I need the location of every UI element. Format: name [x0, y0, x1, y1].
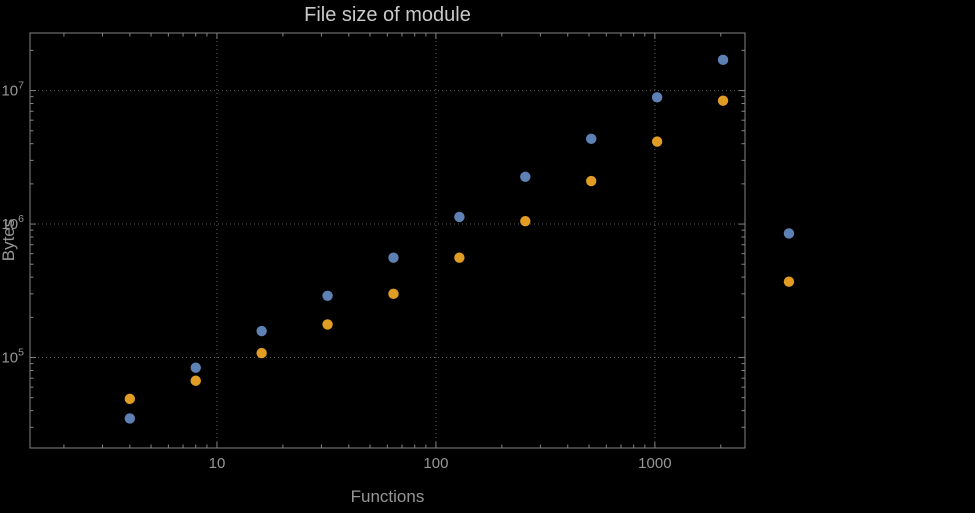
data-point-series-1	[520, 171, 531, 182]
data-point-series-2	[783, 276, 795, 287]
data-point-series-2	[717, 95, 729, 106]
data-point-series-2	[520, 216, 531, 227]
data-point-series-1	[322, 290, 333, 302]
data-point-series-2	[256, 347, 267, 359]
y-tick-label: 105	[1, 347, 24, 367]
y-tick-label: 106	[1, 213, 24, 233]
data-point-series-1	[651, 92, 663, 103]
data-point-series-2	[651, 136, 663, 147]
y-tick-label: 107	[1, 80, 24, 100]
data-point-series-1	[586, 133, 597, 145]
data-point-series-1	[124, 413, 136, 424]
plot-frame	[29, 32, 746, 449]
x-axis-label: Functions	[350, 487, 425, 506]
data-point-series-1	[190, 362, 201, 373]
x-tick-label: 1000	[638, 455, 671, 472]
data-point-series-1	[388, 252, 399, 263]
data-point-series-1	[783, 228, 795, 239]
data-point-series-2	[190, 375, 201, 386]
x-tick-label: 100	[423, 455, 448, 472]
x-tick-label: 10	[209, 455, 226, 472]
data-point-series-2	[454, 252, 465, 263]
data-point-series-1	[717, 54, 729, 66]
data-point-series-1	[454, 211, 465, 223]
data-point-series-2	[322, 319, 333, 330]
data-point-series-2	[586, 175, 597, 187]
chart-title: File size of module	[304, 4, 471, 26]
y-axis-label: Bytes	[0, 218, 18, 262]
data-point-series-2	[388, 288, 399, 300]
data-point-series-2	[124, 393, 136, 405]
data-point-series-1	[256, 325, 267, 337]
